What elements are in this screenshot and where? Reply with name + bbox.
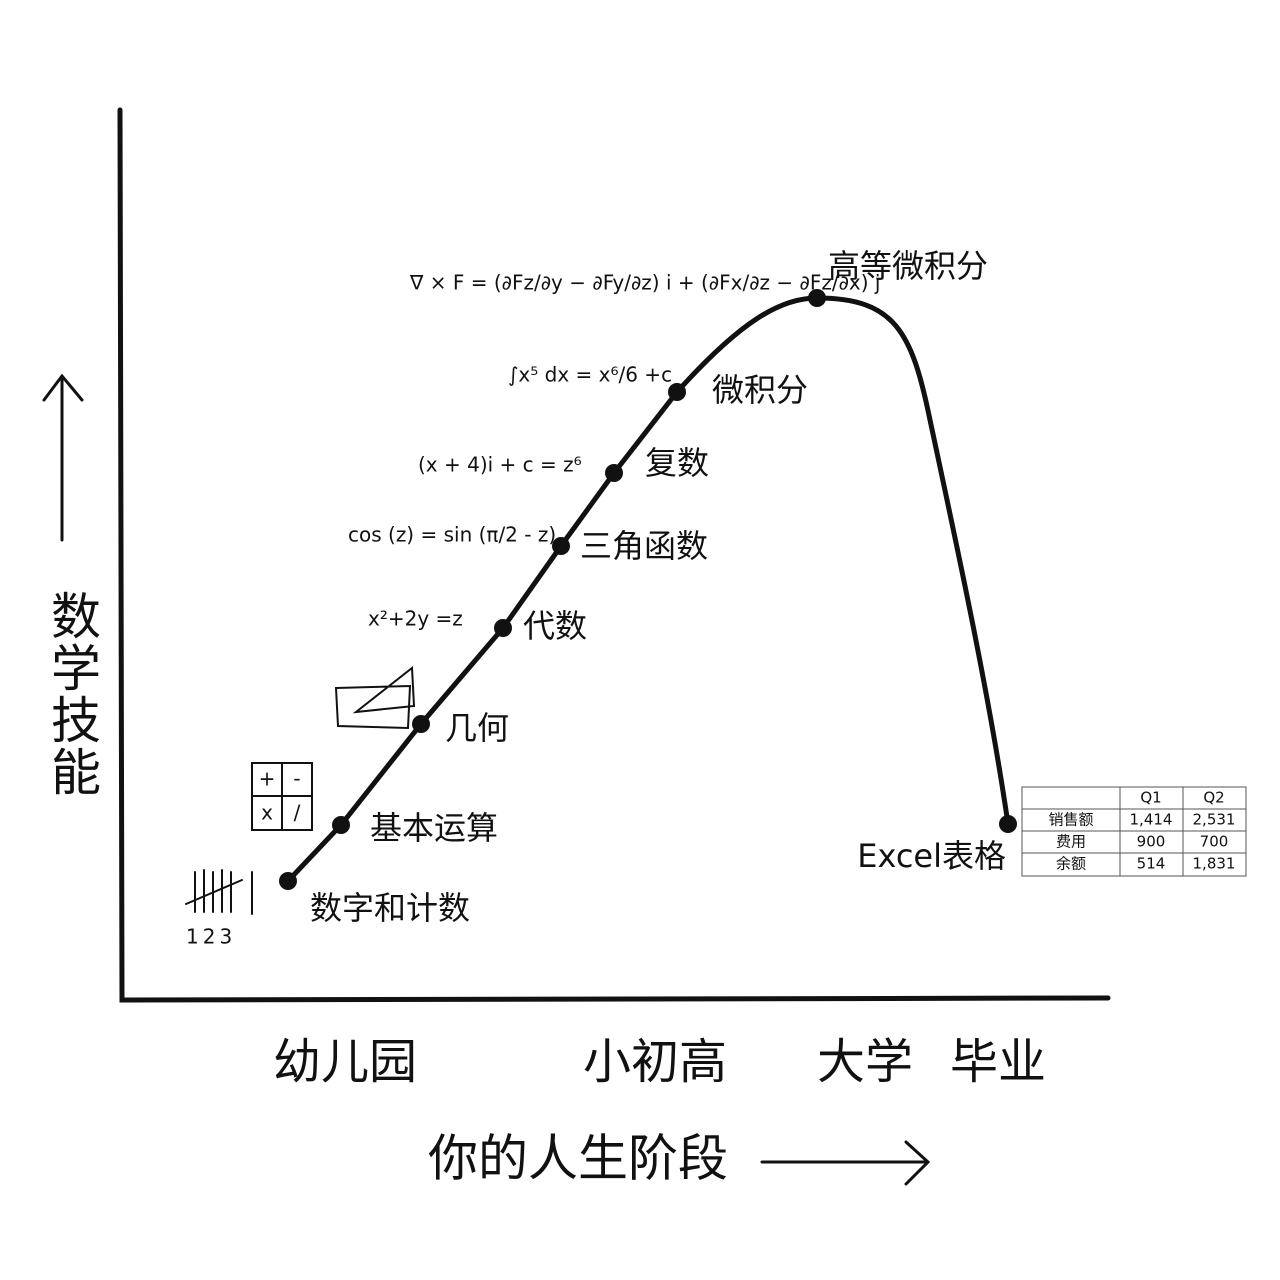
table-cell: 费用 — [1056, 833, 1086, 851]
ops-grid — [251, 762, 313, 831]
node-dot — [552, 537, 570, 555]
count-note: 123 — [186, 925, 236, 949]
tally — [185, 869, 253, 915]
op: - — [293, 767, 300, 791]
op: / — [294, 801, 301, 825]
node-label: 复数 — [645, 444, 709, 482]
table-cell: 900 — [1137, 833, 1166, 851]
node-label: 几何 — [445, 709, 509, 747]
excel-table — [1021, 786, 1247, 877]
node-dot — [332, 816, 350, 834]
node-dot — [668, 383, 686, 401]
node-label: 代数 — [523, 607, 587, 645]
up-arrow — [42, 373, 84, 542]
op: + — [259, 767, 276, 791]
geometry-sketch — [334, 666, 416, 730]
table-cell: 销售额 — [1048, 811, 1093, 829]
axes — [117, 107, 1111, 1003]
node-dot — [412, 715, 430, 733]
node-label: 三角函数 — [580, 527, 708, 565]
node-label: 微积分 — [712, 371, 808, 409]
node-label: 基本运算 — [370, 809, 498, 847]
y-axis-label: 数学技能 — [43, 590, 101, 798]
formula: cos (z) = sin (π/2 - z) — [348, 523, 556, 547]
node-label: 数字和计数 — [310, 889, 470, 927]
right-arrow — [760, 1140, 931, 1186]
table-cell: 2,531 — [1193, 811, 1236, 829]
op: x — [261, 801, 273, 825]
node-dot — [999, 815, 1017, 833]
table-cell: 余额 — [1056, 855, 1086, 873]
formula: ∇ × F = (∂Fz/∂y − ∂Fy/∂z) i + (∂Fx/∂z − … — [409, 271, 881, 295]
table-cell: 1,831 — [1193, 855, 1236, 873]
node-dot — [279, 872, 297, 890]
table-cell: 1,414 — [1130, 811, 1173, 829]
table-header: Q1 — [1140, 789, 1161, 807]
x-axis-label: 你的人生阶段 — [428, 1130, 728, 1188]
nodes — [279, 289, 1017, 890]
table-cell: 514 — [1137, 855, 1166, 873]
node-dot — [605, 464, 623, 482]
stage-label: 幼儿园 — [273, 1034, 417, 1090]
formula: x²+2y =z — [368, 607, 463, 631]
table-cell: 700 — [1200, 833, 1229, 851]
node-dot — [494, 619, 512, 637]
formula: (x + 4)i + c = z⁶ — [418, 453, 582, 477]
node-dot — [808, 289, 826, 307]
skill-curve — [285, 295, 1011, 884]
stage-label: 小初高 — [583, 1034, 727, 1090]
stage-label: 毕业 — [950, 1034, 1046, 1090]
node-label: Excel表格 — [857, 837, 1006, 875]
table-header: Q2 — [1203, 789, 1224, 807]
node-label: 高等微积分 — [828, 247, 988, 285]
stage-label: 大学 — [817, 1034, 913, 1090]
formula: ∫x⁵ dx = x⁶/6 +c — [508, 363, 672, 387]
